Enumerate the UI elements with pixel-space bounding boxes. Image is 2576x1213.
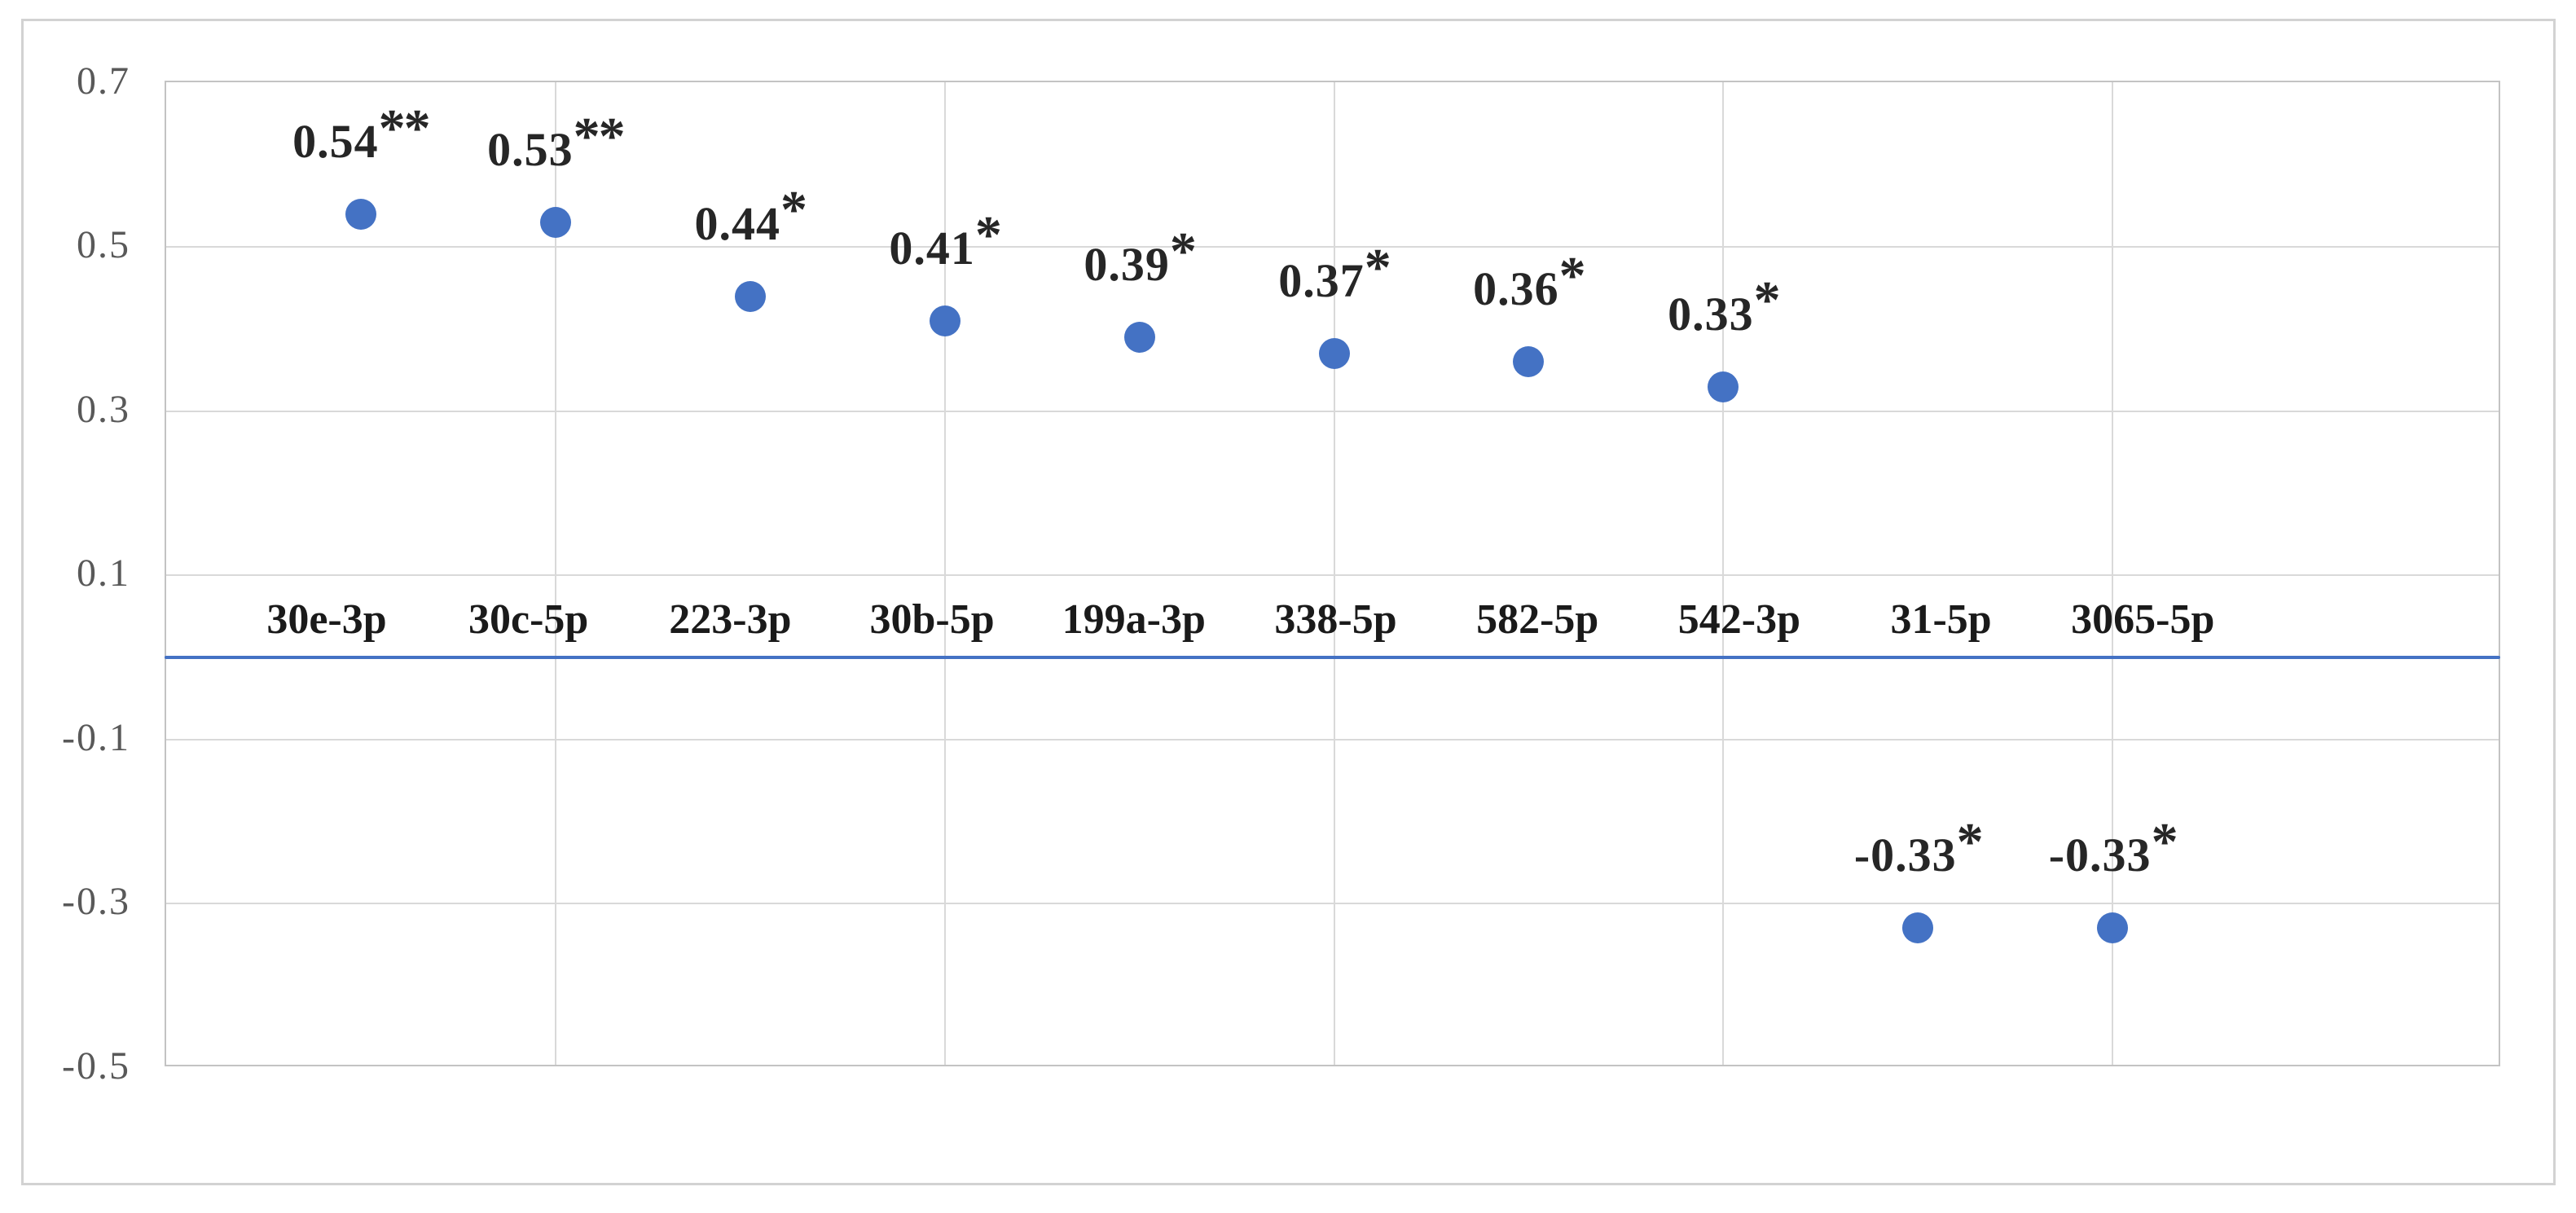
data-point bbox=[1902, 912, 1934, 944]
data-label: -0.33* bbox=[1854, 815, 1984, 879]
data-label: 0.54** bbox=[292, 101, 431, 168]
data-label: 0.36* bbox=[1473, 248, 1586, 313]
significance-asterisk: ** bbox=[573, 106, 626, 166]
data-label-value: -0.33 bbox=[1853, 828, 1957, 882]
data-label: -0.33* bbox=[2049, 815, 2178, 879]
vertical-gridline bbox=[1722, 82, 1725, 1065]
significance-asterisk: * bbox=[1558, 245, 1586, 305]
category-label: 30e-3p bbox=[266, 596, 387, 643]
horizontal-gridline bbox=[166, 738, 2499, 741]
category-label: 223-3p bbox=[669, 596, 792, 643]
zero-axis-line bbox=[165, 656, 2500, 659]
data-label: 0.33* bbox=[1668, 274, 1781, 341]
data-label: 0.44* bbox=[694, 183, 808, 250]
significance-asterisk: * bbox=[1364, 237, 1391, 297]
data-label: 0.41* bbox=[889, 208, 1002, 275]
data-point bbox=[1708, 371, 1739, 402]
data-label-value: -0.33 bbox=[2048, 828, 2152, 882]
data-label-value: 0.41 bbox=[889, 221, 975, 275]
data-point bbox=[1123, 322, 1155, 354]
y-axis-tick-label: -0.5 bbox=[62, 1044, 130, 1088]
data-label-value: 0.36 bbox=[1473, 262, 1559, 316]
y-axis-tick-label: 0.3 bbox=[77, 387, 130, 431]
significance-asterisk: * bbox=[1753, 270, 1781, 331]
horizontal-gridline bbox=[166, 903, 2499, 905]
data-label-value: 0.39 bbox=[1084, 238, 1170, 292]
data-point bbox=[929, 305, 961, 336]
category-label: 30b-5p bbox=[869, 596, 995, 643]
significance-asterisk: ** bbox=[378, 98, 431, 158]
data-label: 0.37* bbox=[1278, 240, 1391, 308]
category-label: 199a-3p bbox=[1062, 596, 1206, 643]
data-label: 0.53** bbox=[487, 109, 626, 177]
category-label: 3065-5p bbox=[2071, 596, 2215, 643]
horizontal-gridline bbox=[166, 574, 2499, 577]
significance-asterisk: * bbox=[1169, 221, 1197, 281]
category-label: 582-5p bbox=[1476, 596, 1599, 643]
data-label-value: 0.53 bbox=[487, 123, 574, 177]
vertical-gridline bbox=[943, 82, 946, 1065]
data-point bbox=[2097, 912, 2129, 944]
data-label-value: 0.54 bbox=[292, 114, 379, 168]
significance-asterisk: * bbox=[2151, 812, 2178, 872]
category-label: 542-3p bbox=[1677, 596, 1801, 643]
plot-area: 30e-3p 30c-5p 223-3p 30b-5p 199a-3p 338-5p 582… bbox=[165, 81, 2500, 1066]
data-point bbox=[1513, 346, 1545, 378]
category-label: 31-5p bbox=[1890, 596, 1992, 643]
y-axis-tick-label: 0.5 bbox=[77, 223, 130, 267]
data-point bbox=[1318, 338, 1350, 370]
y-axis-tick-label: 0.7 bbox=[77, 59, 130, 103]
data-point bbox=[345, 198, 376, 230]
category-label: 338-5p bbox=[1274, 596, 1397, 643]
data-label: 0.39* bbox=[1084, 224, 1197, 292]
vertical-gridline bbox=[2112, 82, 2114, 1065]
data-label-value: 0.37 bbox=[1278, 254, 1365, 308]
data-point bbox=[539, 207, 571, 239]
significance-asterisk: * bbox=[974, 204, 1002, 265]
vertical-gridline bbox=[1333, 82, 1335, 1065]
category-label: 30c-5p bbox=[468, 596, 589, 643]
data-label-value: 0.33 bbox=[1668, 287, 1754, 341]
y-axis-tick-label: -0.3 bbox=[62, 880, 130, 924]
y-axis-tick-label: -0.1 bbox=[62, 715, 130, 759]
data-label-value: 0.44 bbox=[694, 196, 780, 250]
horizontal-gridline bbox=[166, 410, 2499, 412]
horizontal-gridline bbox=[166, 246, 2499, 248]
significance-asterisk: * bbox=[780, 180, 807, 240]
significance-asterisk: * bbox=[1956, 812, 1984, 872]
y-axis-tick-label: 0.1 bbox=[77, 552, 130, 596]
vertical-gridline bbox=[554, 82, 556, 1065]
data-point bbox=[734, 280, 766, 312]
